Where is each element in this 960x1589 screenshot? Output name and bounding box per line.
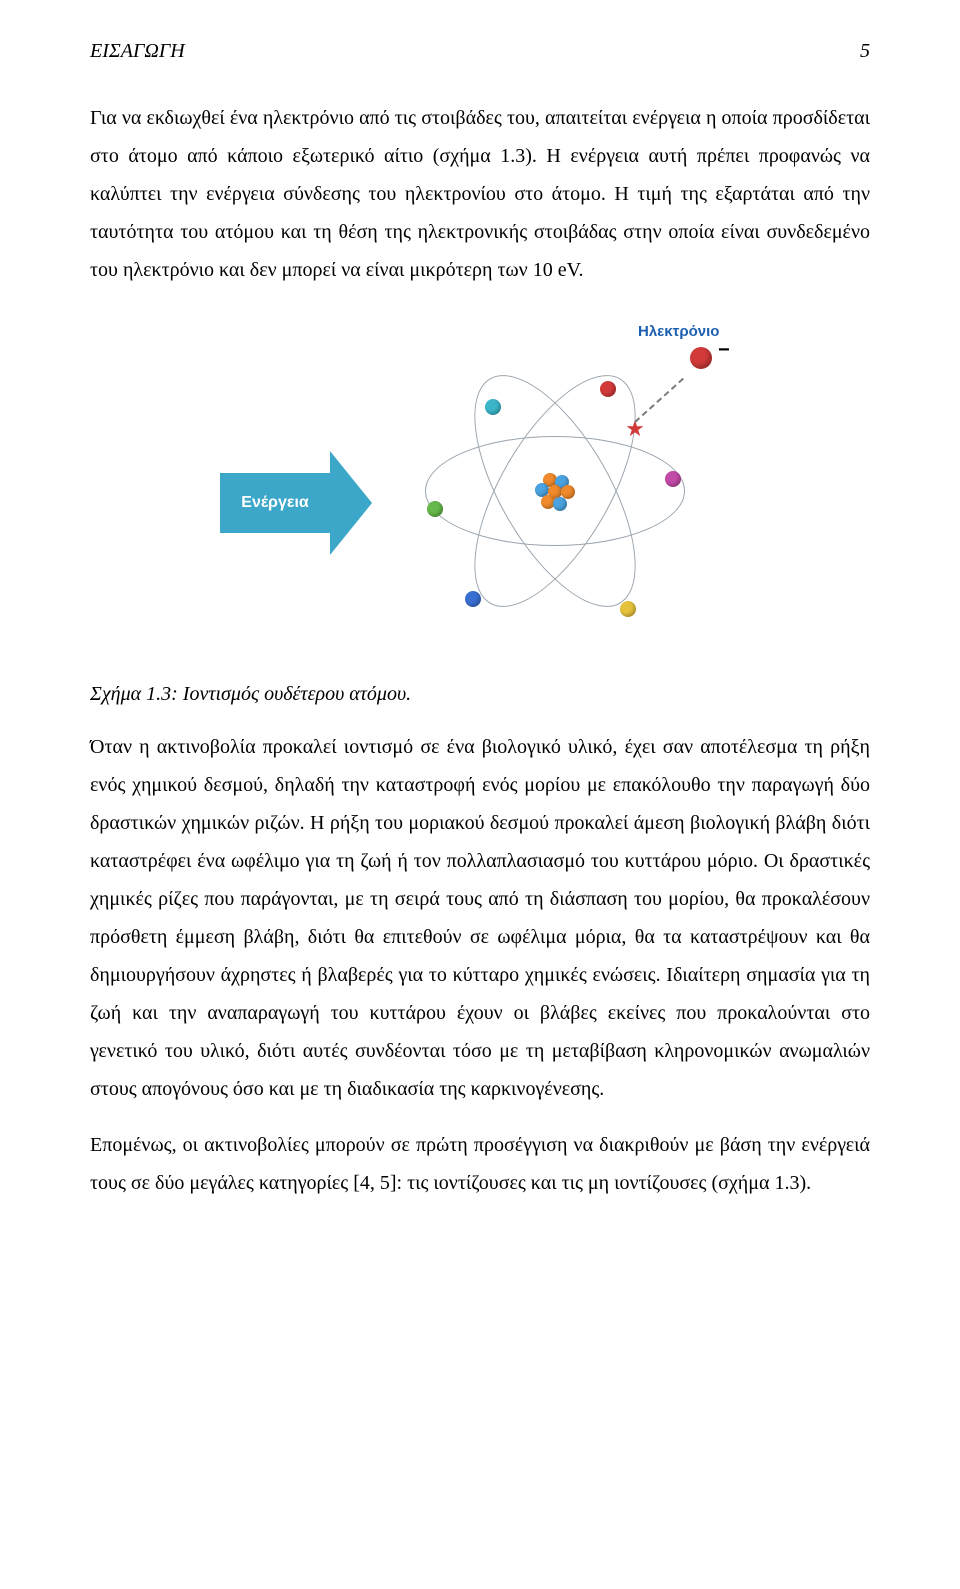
orbital-electron-icon — [465, 591, 481, 607]
header-section-title: ΕΙΣΑΓΩΓΗ — [90, 40, 185, 63]
atom-ionization-diagram: Ενέργεια ★ Ηλεκτρόνιο − — [220, 321, 740, 661]
paragraph-3: Επομένως, οι ακτινοβολίες μπορούν σε πρώ… — [90, 1126, 870, 1202]
orbital-electron-icon — [427, 501, 443, 517]
orbital-electron-icon — [600, 381, 616, 397]
atom-icon: ★ — [415, 351, 695, 631]
ejected-electron-icon — [690, 347, 712, 369]
ejected-electron-label: Ηλεκτρόνιο — [638, 323, 719, 340]
paragraph-2: Όταν η ακτινοβολία προκαλεί ιοντισμό σε … — [90, 728, 870, 1108]
nucleus-icon — [533, 469, 577, 513]
minus-charge-icon: − — [718, 339, 730, 362]
orbital-electron-icon — [485, 399, 501, 415]
header-page-number: 5 — [860, 40, 870, 63]
figure-1-3: Ενέργεια ★ Ηλεκτρόνιο − — [90, 321, 870, 661]
nucleon-icon — [553, 497, 567, 511]
energy-arrow-label: Ενέργεια — [220, 473, 330, 533]
energy-arrow-head-icon — [330, 451, 372, 555]
orbital-electron-icon — [665, 471, 681, 487]
orbital-electron-icon — [620, 601, 636, 617]
paragraph-1: Για να εκδιωχθεί ένα ηλεκτρόνιο από τις … — [90, 99, 870, 289]
page-header: ΕΙΣΑΓΩΓΗ 5 — [90, 40, 870, 63]
figure-caption: Σχήμα 1.3: Ιοντισμός ουδέτερου ατόμου. — [90, 683, 870, 706]
energy-arrow-icon: Ενέργεια — [220, 451, 372, 555]
